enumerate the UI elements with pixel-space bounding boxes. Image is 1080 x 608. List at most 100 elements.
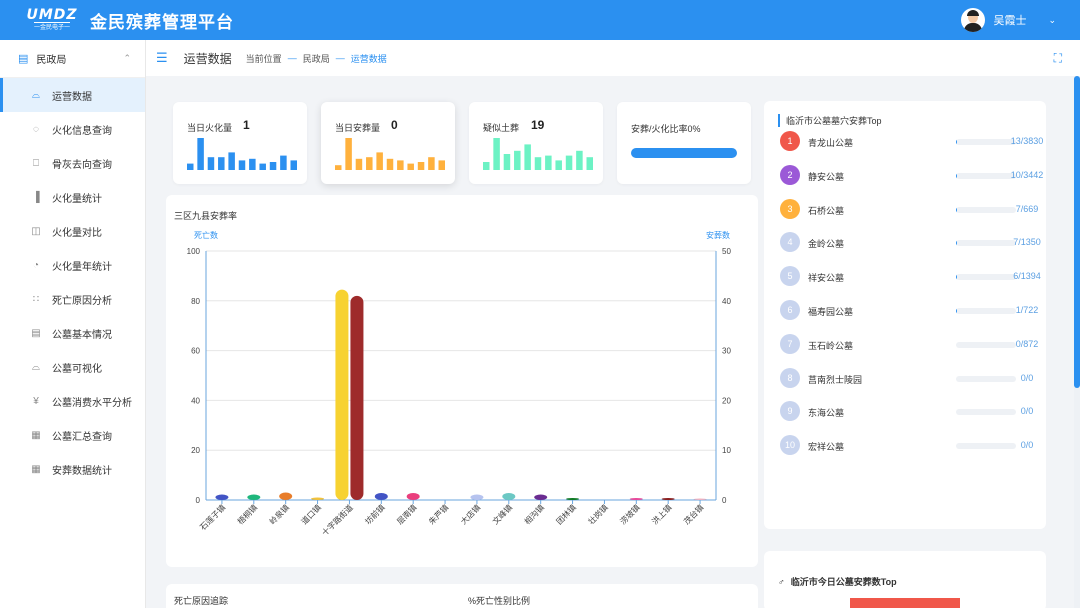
mini-bar — [269, 162, 277, 170]
x-tick-label: 壮岗镇 — [586, 502, 610, 526]
stat-label: 疑似土葬 — [483, 123, 520, 133]
ranking-title: 临沂市公墓墓穴安葬Top — [778, 114, 882, 127]
sidebar-item[interactable]: ¥ 公墓消费水平分析 — [0, 384, 145, 418]
ranking-row: 5 祥安公墓 6/1394 — [780, 266, 1041, 288]
mini-bar — [218, 157, 225, 170]
x-tick-label: 层南镇 — [395, 502, 419, 526]
mini-bar — [366, 157, 373, 170]
male-icon: ♂ — [778, 577, 785, 587]
stat-label: 安葬/火化比率0% — [631, 124, 701, 134]
mini-bar — [335, 165, 342, 170]
ranking-progress-track — [956, 308, 1016, 314]
y-left-tick-label: 80 — [191, 297, 200, 306]
y-right-tick-label: 0 — [722, 496, 727, 505]
ranking-progress-track — [956, 274, 1016, 281]
mini-bar — [565, 155, 573, 170]
user-menu[interactable]: 吴霞士 ⌄ — [961, 8, 1056, 32]
chart-bar-left — [566, 498, 580, 500]
sidebar-item[interactable]: ◌ 火化信息查询 — [0, 112, 145, 146]
stat-card-ratio: 安葬/火化比率0% — [617, 102, 751, 184]
cemetery-name: 福寿园公墓 — [808, 307, 854, 317]
breadcrumb-level1[interactable]: 民政局 — [302, 53, 330, 64]
cemetery-ranking-card: 临沂市公墓墓穴安葬Top 1 青龙山公墓 13/3830 2 静安公墓 10/3442 3 石… — [764, 101, 1046, 529]
menu-toggle-icon[interactable]: ☰ — [156, 50, 168, 65]
rank-badge: 2 — [780, 164, 800, 185]
chart-bar-left — [335, 289, 349, 500]
chart-bar-left — [693, 498, 707, 500]
sidebar-item[interactable]: ⎕ 骨灰去向查询 — [0, 146, 145, 180]
rank-badge: 7 — [780, 333, 800, 354]
mini-bar — [207, 157, 215, 170]
chevron-up-icon[interactable]: ⌃ — [123, 53, 131, 63]
gender-ratio-title: %死亡性别比例 — [468, 596, 531, 606]
rank-badge: 10 — [780, 435, 800, 456]
rank-badge: 3 — [780, 198, 800, 219]
sidebar-section-header[interactable]: ▤ 民政局 ⌃ — [0, 40, 145, 78]
sidebar-item[interactable]: ▦ 公墓汇总查询 — [0, 418, 145, 452]
mini-bar — [355, 158, 363, 170]
scrollbar-thumb[interactable] — [1074, 76, 1080, 388]
sidebar-item[interactable]: ⌓ 运营数据 — [0, 78, 145, 112]
x-tick-label: 道口镇 — [299, 502, 323, 526]
sidebar-item[interactable]: ∷ 死亡原因分析 — [0, 282, 145, 316]
sidebar-item-label: 公墓基本情况 — [52, 329, 112, 341]
y-left-tick-label: 60 — [191, 347, 200, 356]
sidebar-item[interactable]: ▤ 公墓基本情况 — [0, 316, 145, 350]
sidebar: ▤ 民政局 ⌃ ⌓ 运营数据 ◌ 火化信息查询 ⎕ 骨灰去向查询 ▐ 火化量统计 ◫ 火化量对比 ◔… — [0, 40, 146, 608]
ranking2-title-text: 临沂市今日公墓安葬数Top — [790, 577, 897, 587]
fullscreen-icon[interactable]: ⛶ — [1053, 51, 1062, 65]
sidebar-item[interactable]: ▦ 安葬数据统计 — [0, 452, 145, 486]
avatar[interactable] — [961, 8, 986, 32]
brand-logo[interactable]: UMDZ 一金民电子一 — [26, 8, 78, 32]
rank-badge: 1 — [780, 131, 800, 151]
sidebar-menu: ⌓ 运营数据 ◌ 火化信息查询 ⎕ 骨灰去向查询 ▐ 火化量统计 ◫ 火化量对比 ◔ 火化量年统计 ∷ 死… — [0, 78, 145, 486]
sidebar-item[interactable]: ⌓ 公墓可视化 — [0, 350, 145, 384]
ranking-progress-track — [956, 375, 1016, 382]
cemetery-name: 玉石岭公墓 — [808, 340, 854, 351]
y-right-tick-label: 20 — [722, 396, 731, 405]
sidebar-item[interactable]: ▐ 火化量统计 — [0, 180, 145, 214]
ranking-progress-track — [956, 172, 1016, 179]
mini-bar — [417, 162, 425, 170]
document-icon: ▤ — [31, 327, 41, 339]
ranking-value: 7/1350 — [1013, 237, 1041, 248]
ranking-value: 0/0 — [1020, 406, 1034, 417]
rank-badge: 4 — [780, 232, 800, 253]
ranking-progress-track — [956, 240, 1016, 247]
rank-badge: 5 — [780, 266, 800, 287]
stat-value: 0 — [391, 118, 398, 132]
user-name[interactable]: 吴霞士 — [993, 15, 1027, 27]
chart-bar-left — [629, 498, 643, 500]
y-right-tick-label: 50 — [722, 247, 731, 256]
x-tick-label: 坊前镇 — [363, 502, 387, 526]
ranking-value: 0/872 — [1015, 338, 1039, 349]
sidebar-item-label: 公墓汇总查询 — [52, 431, 112, 443]
sidebar-item[interactable]: ◔ 火化量年统计 — [0, 248, 145, 282]
line-chart-icon: ⌓ — [32, 361, 40, 373]
mini-bar — [428, 157, 435, 170]
today-ranking-bar — [850, 598, 960, 608]
mini-bar — [249, 158, 256, 170]
y-left-tick-label: 100 — [187, 247, 201, 256]
ranking-value: 1/722 — [1015, 305, 1039, 315]
cemetery-name: 青龙山公墓 — [808, 138, 854, 148]
rank-badge: 6 — [780, 300, 800, 320]
ranking-row: 3 石桥公墓 7/669 — [780, 198, 1038, 221]
death-cause-card: 死亡原因追踪 %死亡性别比例 — [166, 584, 758, 608]
sidebar-item[interactable]: ◫ 火化量对比 — [0, 214, 145, 248]
x-tick-label: 涝坡镇 — [618, 502, 642, 526]
mini-bar — [503, 154, 511, 170]
stat-label: 当日火化量 — [187, 123, 233, 133]
mini-bar — [586, 157, 593, 170]
y-right-tick-label: 10 — [722, 446, 731, 455]
mini-bar — [259, 163, 266, 170]
chevron-down-icon[interactable]: ⌄ — [1048, 14, 1056, 25]
death-cause-title: 死亡原因追踪 — [174, 596, 229, 606]
x-tick-label: 团林镇 — [554, 502, 578, 526]
bar-chart-icon: ▐ — [32, 191, 40, 203]
sidebar-item-label: 火化量统计 — [52, 193, 102, 205]
x-tick-label: 茂台镇 — [681, 502, 705, 526]
sidebar-item-label: 骨灰去向查询 — [52, 159, 112, 171]
breadcrumb-separator: — — [287, 53, 297, 63]
sidebar-item-label: 安葬数据统计 — [52, 465, 112, 477]
